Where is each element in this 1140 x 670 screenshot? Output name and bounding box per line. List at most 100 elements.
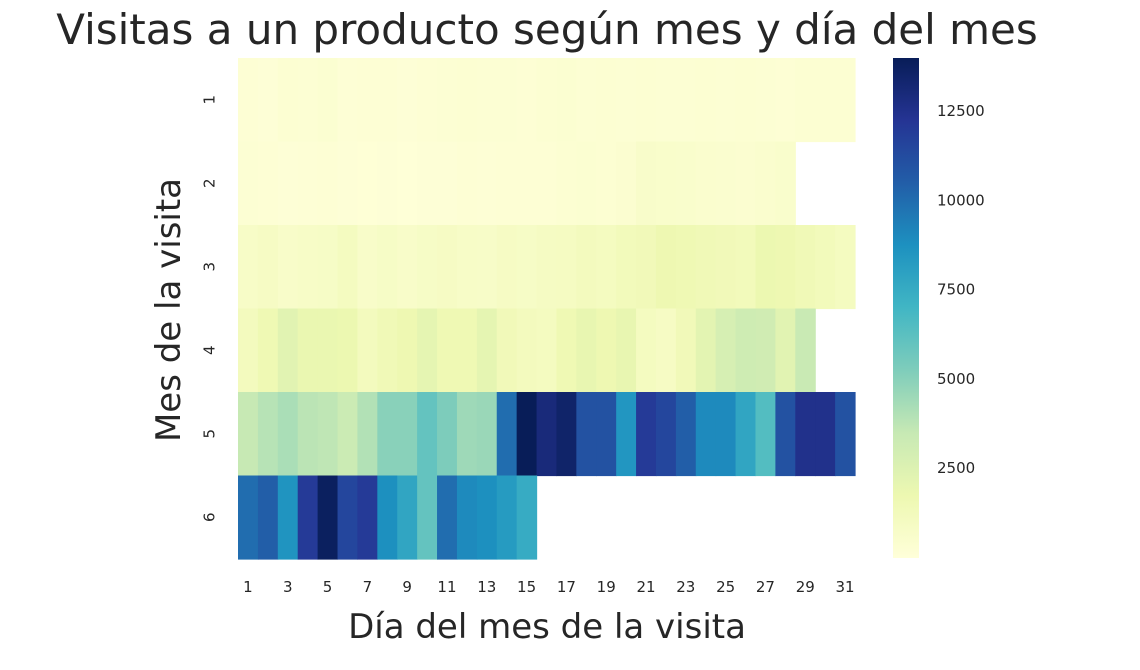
y-axis-label: Mes de la visita xyxy=(149,178,189,442)
heatmap-cell xyxy=(636,58,657,143)
heatmap-cell xyxy=(317,141,339,226)
heatmap-cell xyxy=(795,225,816,310)
colorbar-tick-labels: 2500 5000 7500 10000 12500 xyxy=(937,102,985,477)
heatmap-cell xyxy=(596,392,617,477)
heatmap-cell xyxy=(695,308,717,393)
heatmap-cell xyxy=(317,225,339,310)
y-tick-label: 3 xyxy=(201,262,219,272)
heatmap-cell xyxy=(357,475,378,560)
heatmap-cell xyxy=(616,141,637,226)
heatmap-cell xyxy=(596,225,617,310)
heatmap-cell xyxy=(476,392,498,477)
heatmap-cell xyxy=(456,141,478,226)
heatmap-cell xyxy=(337,225,359,310)
heatmap-cell xyxy=(257,225,279,310)
heatmap-cell xyxy=(516,225,538,310)
heatmap-cell xyxy=(417,308,438,393)
x-tick-label: 17 xyxy=(557,578,576,596)
heatmap-cell xyxy=(536,308,558,393)
colorbar xyxy=(893,58,919,558)
heatmap-cell xyxy=(775,58,796,143)
heatmap-cell xyxy=(576,392,597,477)
heatmap-cell xyxy=(317,475,339,560)
heatmap-cell xyxy=(675,392,697,477)
heatmap-cell xyxy=(476,475,498,560)
x-tick-label: 1 xyxy=(243,578,253,596)
heatmap-cell xyxy=(695,225,717,310)
colorbar-tick-label: 10000 xyxy=(937,191,985,209)
heatmap-cell xyxy=(456,225,478,310)
heatmap-cell xyxy=(238,141,259,226)
heatmap-cells xyxy=(238,58,856,560)
x-tick-label: 11 xyxy=(437,578,456,596)
heatmap-cell xyxy=(257,58,279,143)
heatmap-cell xyxy=(616,58,637,143)
heatmap-cell xyxy=(496,141,518,226)
heatmap-cell xyxy=(616,225,637,310)
heatmap-cell xyxy=(695,58,717,143)
x-tick-label: 7 xyxy=(363,578,373,596)
heatmap-cell xyxy=(357,141,378,226)
heatmap-cell xyxy=(377,308,398,393)
heatmap-cell xyxy=(476,58,498,143)
heatmap-cell xyxy=(675,141,697,226)
heatmap-cell xyxy=(735,141,757,226)
heatmap-cell xyxy=(516,58,538,143)
heatmap-cell xyxy=(835,58,856,143)
heatmap-cell xyxy=(556,141,577,226)
heatmap-cell xyxy=(815,58,836,143)
heatmap-cell xyxy=(715,141,737,226)
x-tick-label: 9 xyxy=(402,578,412,596)
heatmap-cell xyxy=(317,58,339,143)
heatmap-cell xyxy=(417,475,438,560)
heatmap-cell xyxy=(556,308,577,393)
heatmap-cell xyxy=(277,225,299,310)
heatmap-cell xyxy=(675,58,697,143)
heatmap-cell xyxy=(735,392,757,477)
heatmap-cell xyxy=(775,225,796,310)
heatmap-cell xyxy=(616,392,637,477)
heatmap-cell xyxy=(476,225,498,310)
heatmap-cell xyxy=(417,141,438,226)
colorbar-tick-label: 12500 xyxy=(937,102,985,120)
heatmap-cell xyxy=(476,308,498,393)
heatmap-cell xyxy=(655,141,677,226)
heatmap-cell xyxy=(337,308,359,393)
heatmap-cell xyxy=(277,308,299,393)
heatmap-cell xyxy=(377,58,398,143)
heatmap-cell xyxy=(755,141,776,226)
heatmap-cell xyxy=(536,141,558,226)
heatmap-cell xyxy=(516,141,538,226)
heatmap-cell xyxy=(238,308,259,393)
heatmap-cell xyxy=(516,392,538,477)
heatmap-cell xyxy=(238,58,259,143)
heatmap-cell xyxy=(377,225,398,310)
heatmap-cell xyxy=(337,475,359,560)
x-tick-label: 13 xyxy=(477,578,496,596)
heatmap-cell xyxy=(337,141,359,226)
heatmap-cell xyxy=(596,141,617,226)
heatmap-cell xyxy=(695,141,717,226)
heatmap-cell xyxy=(277,475,299,560)
heatmap-cell xyxy=(755,392,776,477)
heatmap-cell xyxy=(636,225,657,310)
heatmap-cell xyxy=(357,225,378,310)
heatmap-cell xyxy=(496,392,518,477)
heatmap-cell xyxy=(397,58,418,143)
heatmap-cell xyxy=(417,58,438,143)
heatmap-cell xyxy=(735,225,757,310)
heatmap-cell xyxy=(675,225,697,310)
colorbar-tick-label: 7500 xyxy=(937,281,975,299)
heatmap-cell xyxy=(655,58,677,143)
heatmap-cell xyxy=(437,225,458,310)
heatmap-cell xyxy=(636,392,657,477)
y-tick-label: 1 xyxy=(201,95,219,105)
heatmap-cell xyxy=(456,308,478,393)
heatmap-cell xyxy=(297,141,319,226)
heatmap-cell xyxy=(795,308,816,393)
heatmap-cell xyxy=(397,475,418,560)
heatmap-cell xyxy=(835,225,856,310)
heatmap-cell xyxy=(496,58,518,143)
heatmap-cell xyxy=(238,225,259,310)
heatmap-cell xyxy=(397,392,418,477)
